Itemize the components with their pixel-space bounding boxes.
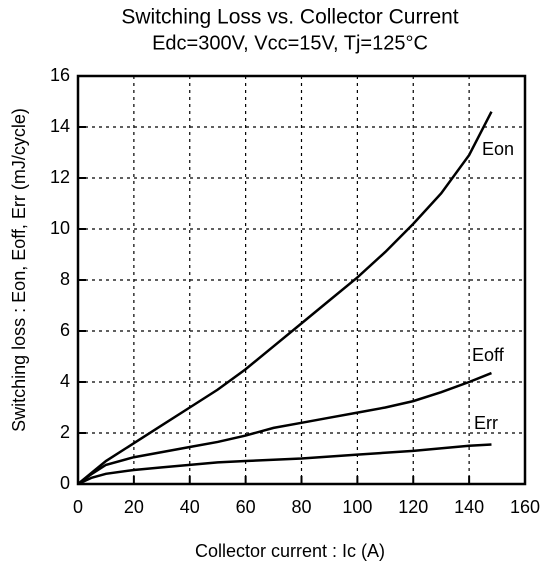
x-tick-label: 20: [124, 497, 144, 517]
y-tick-label: 10: [50, 218, 70, 238]
x-tick-label: 100: [342, 497, 372, 517]
series-line: [77, 443, 492, 486]
y-tick-label: 8: [60, 269, 70, 289]
y-tick-label: 14: [50, 116, 70, 136]
series-line: [77, 111, 493, 485]
x-tick-label: 140: [454, 497, 484, 517]
series-label: Err: [474, 413, 498, 433]
chart-title: Switching Loss vs. Collector Current: [121, 6, 458, 29]
x-tick-label: 0: [73, 497, 83, 517]
y-tick-label: 6: [60, 320, 70, 340]
x-tick-label: 60: [236, 497, 256, 517]
x-tick-label: 120: [398, 497, 428, 517]
y-tick-label: 4: [60, 371, 70, 391]
y-axis-label: Switching loss : Eon, Eoff, Err (mJ/cycl…: [9, 108, 29, 432]
y-tick-label: 16: [50, 65, 70, 85]
x-tick-label: 40: [180, 497, 200, 517]
y-tick-label: 0: [60, 473, 70, 493]
x-tick-label: 80: [291, 497, 311, 517]
series-label: Eon: [482, 139, 514, 159]
series-line: [77, 371, 492, 486]
x-tick-label: 160: [510, 497, 540, 517]
y-tick-label: 2: [60, 422, 70, 442]
y-tick-label: 12: [50, 167, 70, 187]
chart-subtitle: Edc=300V, Vcc=15V, Tj=125°C: [152, 32, 428, 54]
series-label: Eoff: [472, 345, 505, 365]
plot-frame: [76, 74, 527, 486]
x-axis-label: Collector current : Ic (A): [195, 541, 385, 561]
